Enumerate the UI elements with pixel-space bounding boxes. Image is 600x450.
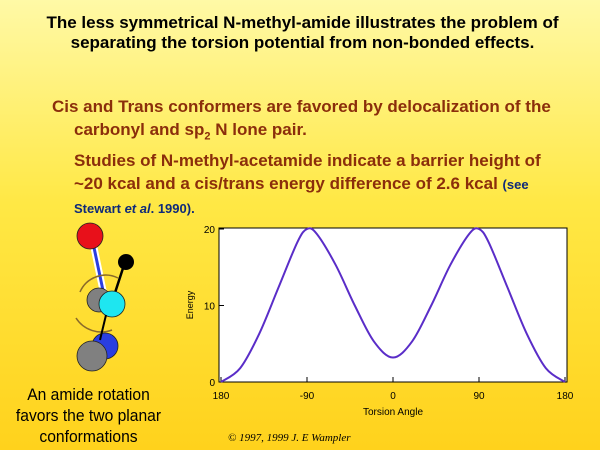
sp2-subscript: 2 bbox=[204, 130, 211, 143]
rotation-arc bbox=[79, 274, 119, 293]
x-tick-label: 180 bbox=[557, 391, 574, 402]
methyl-carbon-atom bbox=[118, 254, 134, 270]
citation-etal: et al bbox=[124, 201, 151, 216]
amide-molecule-model bbox=[75, 222, 134, 372]
slide-title: The less symmetrical N-methyl-amide illu… bbox=[46, 13, 559, 52]
x-axis-label: Torsion Angle bbox=[363, 407, 423, 418]
x-tick-label: 180 bbox=[213, 391, 230, 402]
y-tick-label: 0 bbox=[209, 378, 215, 389]
x-tick-label: -90 bbox=[300, 391, 315, 402]
y-tick-label: 10 bbox=[204, 302, 216, 313]
x-tick-label: 0 bbox=[390, 391, 396, 402]
bullet-text: Studies of N-methyl-acetamide indicate a… bbox=[74, 151, 541, 193]
citation-prefix: (see Stewart bbox=[74, 177, 529, 216]
bullet-text-end: N lone pair. bbox=[210, 120, 307, 139]
citation-suffix: . 1990). bbox=[150, 201, 195, 216]
x-tick-label: 90 bbox=[473, 391, 485, 402]
nitrogen-atom-cyan bbox=[98, 290, 126, 318]
copyright-notice: © 1997, 1999 J. E Wampler bbox=[228, 432, 351, 444]
y-tick-label: 20 bbox=[204, 225, 216, 236]
figure-caption: An amide rotation favors the two planar … bbox=[15, 385, 162, 446]
energy-curve-line bbox=[220, 227, 566, 383]
n-methyl-carbon-atom bbox=[76, 340, 108, 372]
oxygen-atom bbox=[76, 222, 104, 250]
bullet-barrier: Studies of N-methyl-acetamide indicate a… bbox=[52, 149, 544, 220]
citation: (see Stewart et al. 1990). bbox=[74, 177, 529, 216]
cn-bond bbox=[99, 314, 107, 341]
bullet-delocalization: Cis and Trans conformers are favored by … bbox=[52, 95, 574, 148]
y-axis-label: Energy bbox=[185, 290, 195, 319]
bullet-text: Cis and Trans conformers are favored by … bbox=[52, 97, 551, 139]
rotation-arc-lower bbox=[75, 317, 113, 333]
energy-chart: 180 -90 0 90 180 0 10 20 Torsion Angle Energy bbox=[185, 225, 574, 418]
plot-area bbox=[218, 227, 568, 383]
